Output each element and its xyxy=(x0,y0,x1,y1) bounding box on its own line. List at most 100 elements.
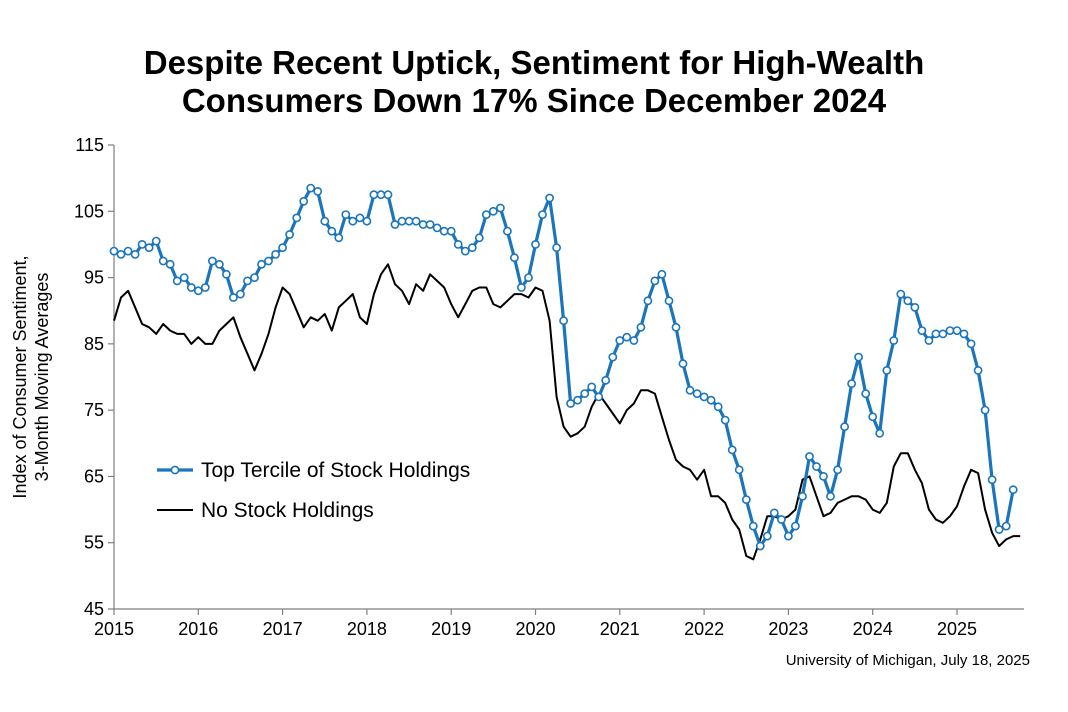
data-point-top-tercile-40 xyxy=(390,220,400,229)
data-point-top-tercile-39 xyxy=(383,190,393,200)
data-point-top-tercile-77 xyxy=(650,276,660,286)
data-point-top-tercile-11 xyxy=(186,283,196,292)
data-point-top-tercile-106 xyxy=(854,352,863,362)
data-point-top-tercile-18 xyxy=(235,289,245,299)
data-point-top-tercile-36 xyxy=(362,216,372,226)
data-point-top-tercile-47 xyxy=(439,226,449,236)
data-point-top-tercile-61 xyxy=(538,210,547,219)
data-point-top-tercile-6 xyxy=(151,236,161,246)
data-point-top-tercile-37 xyxy=(369,190,379,200)
data-point-top-tercile-52 xyxy=(474,233,484,243)
y-tick-label-75: 75 xyxy=(84,400,104,420)
data-point-top-tercile-7 xyxy=(158,256,168,266)
data-point-top-tercile-111 xyxy=(889,336,899,345)
data-point-top-tercile-69 xyxy=(594,392,604,402)
x-tick-label-2020: 2020 xyxy=(515,619,555,639)
data-point-top-tercile-30 xyxy=(320,216,330,226)
y-tick-label-45: 45 xyxy=(84,599,104,619)
data-point-top-tercile-46 xyxy=(432,223,442,233)
y-tick-label-115: 115 xyxy=(75,135,104,155)
data-point-top-tercile-78 xyxy=(657,269,667,279)
data-point-top-tercile-119 xyxy=(945,326,955,335)
data-point-top-tercile-14 xyxy=(207,256,217,266)
data-point-top-tercile-35 xyxy=(355,213,365,223)
y-tick-label-65: 65 xyxy=(84,466,104,486)
data-point-top-tercile-15 xyxy=(214,259,224,269)
data-point-top-tercile-112 xyxy=(896,289,906,299)
x-tick-label-2024: 2024 xyxy=(853,619,893,639)
data-point-top-tercile-82 xyxy=(685,385,695,395)
x-tick-label-2021: 2021 xyxy=(600,619,640,639)
data-point-top-tercile-10 xyxy=(179,273,189,282)
data-point-top-tercile-55 xyxy=(495,203,505,213)
data-point-top-tercile-21 xyxy=(257,259,266,269)
data-point-top-tercile-75 xyxy=(636,322,646,332)
data-point-top-tercile-127 xyxy=(1001,521,1011,531)
data-point-top-tercile-81 xyxy=(678,359,688,369)
data-point-top-tercile-87 xyxy=(720,415,730,425)
data-point-top-tercile-116 xyxy=(924,336,934,345)
data-point-top-tercile-64 xyxy=(559,316,568,326)
data-point-top-tercile-29 xyxy=(313,186,323,196)
data-point-top-tercile-58 xyxy=(517,283,526,292)
data-point-top-tercile-88 xyxy=(727,445,737,455)
data-point-top-tercile-38 xyxy=(376,190,386,200)
data-point-top-tercile-2 xyxy=(123,246,133,256)
data-point-top-tercile-22 xyxy=(264,256,273,266)
series-line-top-tercile xyxy=(113,186,1015,548)
data-point-top-tercile-51 xyxy=(467,243,477,253)
y-tick-label-105: 105 xyxy=(74,201,104,221)
data-point-top-tercile-20 xyxy=(250,273,259,282)
data-point-top-tercile-44 xyxy=(418,220,428,229)
data-point-top-tercile-71 xyxy=(608,352,618,362)
x-tick-label-2018: 2018 xyxy=(347,619,387,639)
data-point-top-tercile-8 xyxy=(165,259,175,269)
data-point-top-tercile-109 xyxy=(875,428,885,438)
data-point-top-tercile-27 xyxy=(299,196,309,206)
data-point-top-tercile-76 xyxy=(643,296,653,306)
data-point-top-tercile-53 xyxy=(481,210,491,219)
chart-title-line-2: Consumers Down 17% Since December 2024 xyxy=(181,82,887,119)
x-tick-label-2017: 2017 xyxy=(263,619,303,639)
data-point-top-tercile-99 xyxy=(805,452,814,461)
data-point-top-tercile-104 xyxy=(840,422,849,432)
data-point-top-tercile-90 xyxy=(741,495,751,504)
data-point-top-tercile-73 xyxy=(622,332,632,342)
data-point-top-tercile-49 xyxy=(453,239,463,249)
series-layer xyxy=(109,183,1021,561)
data-point-top-tercile-4 xyxy=(137,239,147,249)
legend-entry-no-stock: No Stock Holdings xyxy=(157,499,374,522)
data-point-top-tercile-3 xyxy=(130,249,140,259)
data-point-top-tercile-12 xyxy=(193,286,203,296)
data-point-top-tercile-74 xyxy=(629,336,639,345)
data-point-top-tercile-25 xyxy=(285,230,294,239)
data-point-top-tercile-97 xyxy=(791,521,800,531)
data-point-top-tercile-65 xyxy=(566,399,575,408)
data-point-top-tercile-62 xyxy=(545,193,554,203)
data-point-top-tercile-68 xyxy=(587,382,597,392)
data-point-top-tercile-101 xyxy=(819,471,828,481)
data-point-top-tercile-48 xyxy=(446,226,456,236)
data-point-top-tercile-80 xyxy=(671,322,681,332)
data-point-top-tercile-26 xyxy=(292,213,302,223)
data-point-top-tercile-42 xyxy=(404,216,414,226)
data-point-top-tercile-60 xyxy=(531,239,540,249)
legend: Top Tercile of Stock Holdings No Stock H… xyxy=(157,459,470,522)
data-point-top-tercile-117 xyxy=(931,329,941,339)
data-point-top-tercile-98 xyxy=(798,491,807,501)
data-point-top-tercile-45 xyxy=(425,220,435,229)
x-tick-label-2022: 2022 xyxy=(684,619,724,639)
series-top-tercile xyxy=(109,183,1018,551)
data-point-top-tercile-92 xyxy=(755,541,765,551)
data-point-top-tercile-86 xyxy=(713,402,723,412)
y-tick-label-55: 55 xyxy=(84,533,104,553)
data-point-top-tercile-100 xyxy=(812,462,821,471)
y-axis-label-line-2: 3-Month Moving Averages xyxy=(32,273,52,482)
data-point-top-tercile-102 xyxy=(826,491,835,501)
data-point-top-tercile-32 xyxy=(334,233,344,243)
y-axis-label-line-1: Index of Consumer Sentiment, xyxy=(10,255,30,498)
data-point-top-tercile-34 xyxy=(348,216,358,226)
data-point-top-tercile-33 xyxy=(341,210,351,219)
source-note: University of Michigan, July 18, 2025 xyxy=(785,652,1030,669)
data-point-top-tercile-9 xyxy=(172,276,182,286)
